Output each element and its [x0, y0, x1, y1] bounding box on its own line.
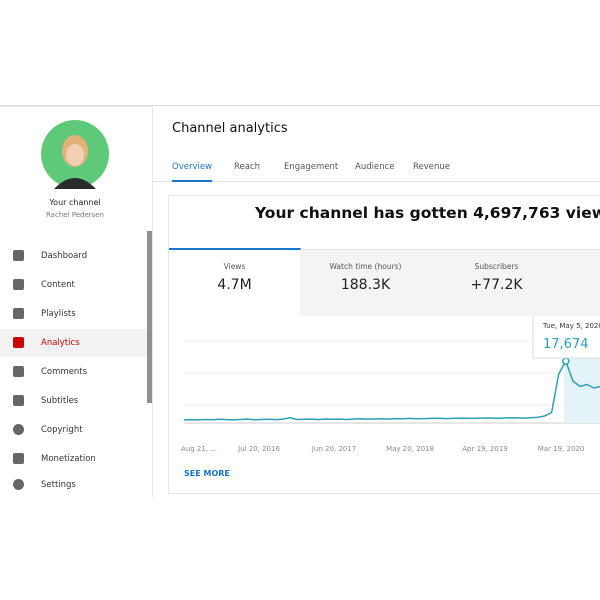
x-tick-label: Aug 21, ...	[181, 445, 217, 453]
line	[183, 359, 600, 421]
card: Your channel has gotten 4,697,763 views …	[168, 195, 600, 494]
metric-tab[interactable]: Your e	[562, 250, 600, 316]
tab[interactable]: Overview	[172, 162, 213, 182]
nav-icon	[13, 308, 24, 319]
nav-item[interactable]: Content	[0, 271, 147, 299]
channel-label: Your channel	[49, 198, 101, 207]
tooltip	[532, 311, 600, 359]
nav-item[interactable]: Settings	[0, 471, 147, 499]
metric-top	[169, 249, 600, 250]
nav-item[interactable]: Copyright	[0, 416, 147, 444]
nav-label: Copyright	[41, 425, 83, 435]
nav-icon	[13, 279, 24, 290]
nav-icon	[13, 453, 24, 464]
see-more[interactable]: SEE MORE	[184, 469, 230, 478]
scrollbar	[147, 231, 152, 403]
nav-item[interactable]: Comments	[0, 358, 147, 386]
avatar	[41, 120, 109, 189]
nav-item[interactable]: Analytics	[0, 329, 147, 357]
nav-icon	[13, 250, 24, 261]
nav-icon	[13, 337, 24, 348]
metric-label: Your e	[562, 262, 600, 271]
nav-label: Settings	[41, 480, 76, 490]
nav-icon	[13, 424, 24, 435]
nav-label: Analytics	[41, 338, 80, 348]
nav-item[interactable]: Subtitles	[0, 387, 147, 415]
nav-label: Playlists	[41, 309, 76, 319]
nav-label: Subtitles	[41, 396, 79, 406]
x-tick-label: Jul 20, 2016	[237, 445, 280, 453]
nav-icon	[13, 366, 24, 377]
metric-tab[interactable]: Views 4.7M	[169, 248, 301, 316]
headline: Your channel has gotten 4,697,763 views …	[255, 204, 600, 222]
metric-value: 4.7M	[217, 277, 252, 293]
nav-icon	[13, 479, 24, 490]
x-tick-label: Mar 19, 2020	[538, 445, 585, 453]
metric-label: Views	[223, 262, 246, 271]
metric-value: 188.3K	[340, 277, 391, 293]
x-tick-label: May 20, 2018	[386, 445, 434, 453]
nav-item[interactable]: Dashboard	[0, 242, 147, 270]
sidebar: Your channel Rachel Pedersen Dashboard Co…	[0, 106, 153, 497]
nav-item[interactable]: Monetization	[0, 445, 147, 473]
nav-label: Comments	[41, 367, 88, 377]
tab[interactable]: Reach	[234, 162, 261, 172]
metric-label: Watch time (hours)	[329, 262, 402, 271]
x-tick-label: Apr 19, 2019	[462, 445, 508, 453]
x-tick-label: Jun 20, 2017	[311, 445, 356, 453]
nav-label: Content	[41, 280, 75, 290]
nav-label: Dashboard	[41, 251, 88, 261]
tab[interactable]: Audience	[355, 162, 395, 172]
chart: Aug 21, ... Jul 20, 2016 Jun 20, 2017 May 2…	[181, 311, 600, 453]
tooltip-value: 17,674	[543, 337, 589, 352]
nav-item[interactable]: Playlists	[0, 300, 147, 328]
tab[interactable]: Engagement	[284, 162, 339, 172]
tab[interactable]: Revenue	[413, 162, 451, 172]
top-border	[0, 105, 600, 106]
tab-divider	[153, 181, 600, 182]
tooltip-date: Tue, May 5, 2020	[542, 322, 600, 330]
metric-value: +77.2K	[470, 277, 523, 293]
nav-label: Monetization	[41, 454, 96, 464]
metric-tab[interactable]: Subscribers +77.2K	[431, 250, 563, 316]
channel-name: Rachel Pedersen	[45, 211, 105, 219]
page-title: Channel analytics	[172, 121, 288, 136]
metric-label: Subscribers	[474, 262, 519, 271]
nav-icon	[13, 395, 24, 406]
metric-tab[interactable]: Watch time (hours) 188.3K	[300, 250, 432, 316]
point	[562, 357, 570, 365]
